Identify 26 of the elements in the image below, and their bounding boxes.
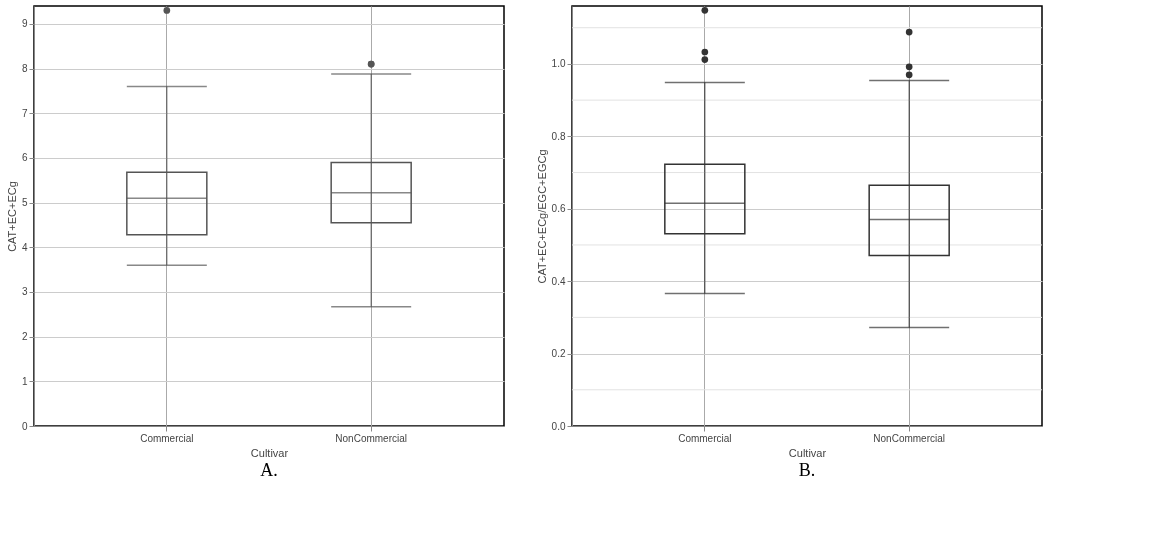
y-tick-label: 5 <box>21 197 28 209</box>
y-tick-label: 4 <box>21 241 28 253</box>
y-tick-label: 7 <box>21 107 28 119</box>
y-tick-label: 3 <box>21 286 28 298</box>
y-tick-label: 9 <box>21 18 28 30</box>
y-axis-title: CAT+EC+ECg <box>5 181 18 252</box>
x-axis-title: Cultivar <box>250 446 289 459</box>
y-tick-label: 0.8 <box>551 130 566 142</box>
y-tick-label: 6 <box>21 152 28 164</box>
y-tick-label: 8 <box>21 63 28 75</box>
y-tick-label: 1.0 <box>551 58 566 70</box>
x-tick-label: NonCommercial <box>335 432 408 444</box>
text: A. <box>260 460 278 480</box>
x-tick-label: Commercial <box>678 432 732 444</box>
x-tick-label: Commercial <box>140 432 194 444</box>
y-tick-label: 0 <box>21 420 28 432</box>
y-tick-label: 0.0 <box>551 420 566 432</box>
y-tick-label: 0.4 <box>551 275 566 287</box>
x-axis-title: Cultivar <box>788 446 827 459</box>
y-axis-title: CAT+EC+ECg/EGC+EGCg <box>535 149 548 284</box>
y-tick-label: 2 <box>21 331 28 343</box>
y-tick-label: 0.2 <box>551 348 566 360</box>
text: B. <box>798 460 816 480</box>
y-tick-label: 1 <box>21 375 28 387</box>
y-tick-label: 0.6 <box>551 203 566 215</box>
x-tick-label: NonCommercial <box>873 432 946 444</box>
